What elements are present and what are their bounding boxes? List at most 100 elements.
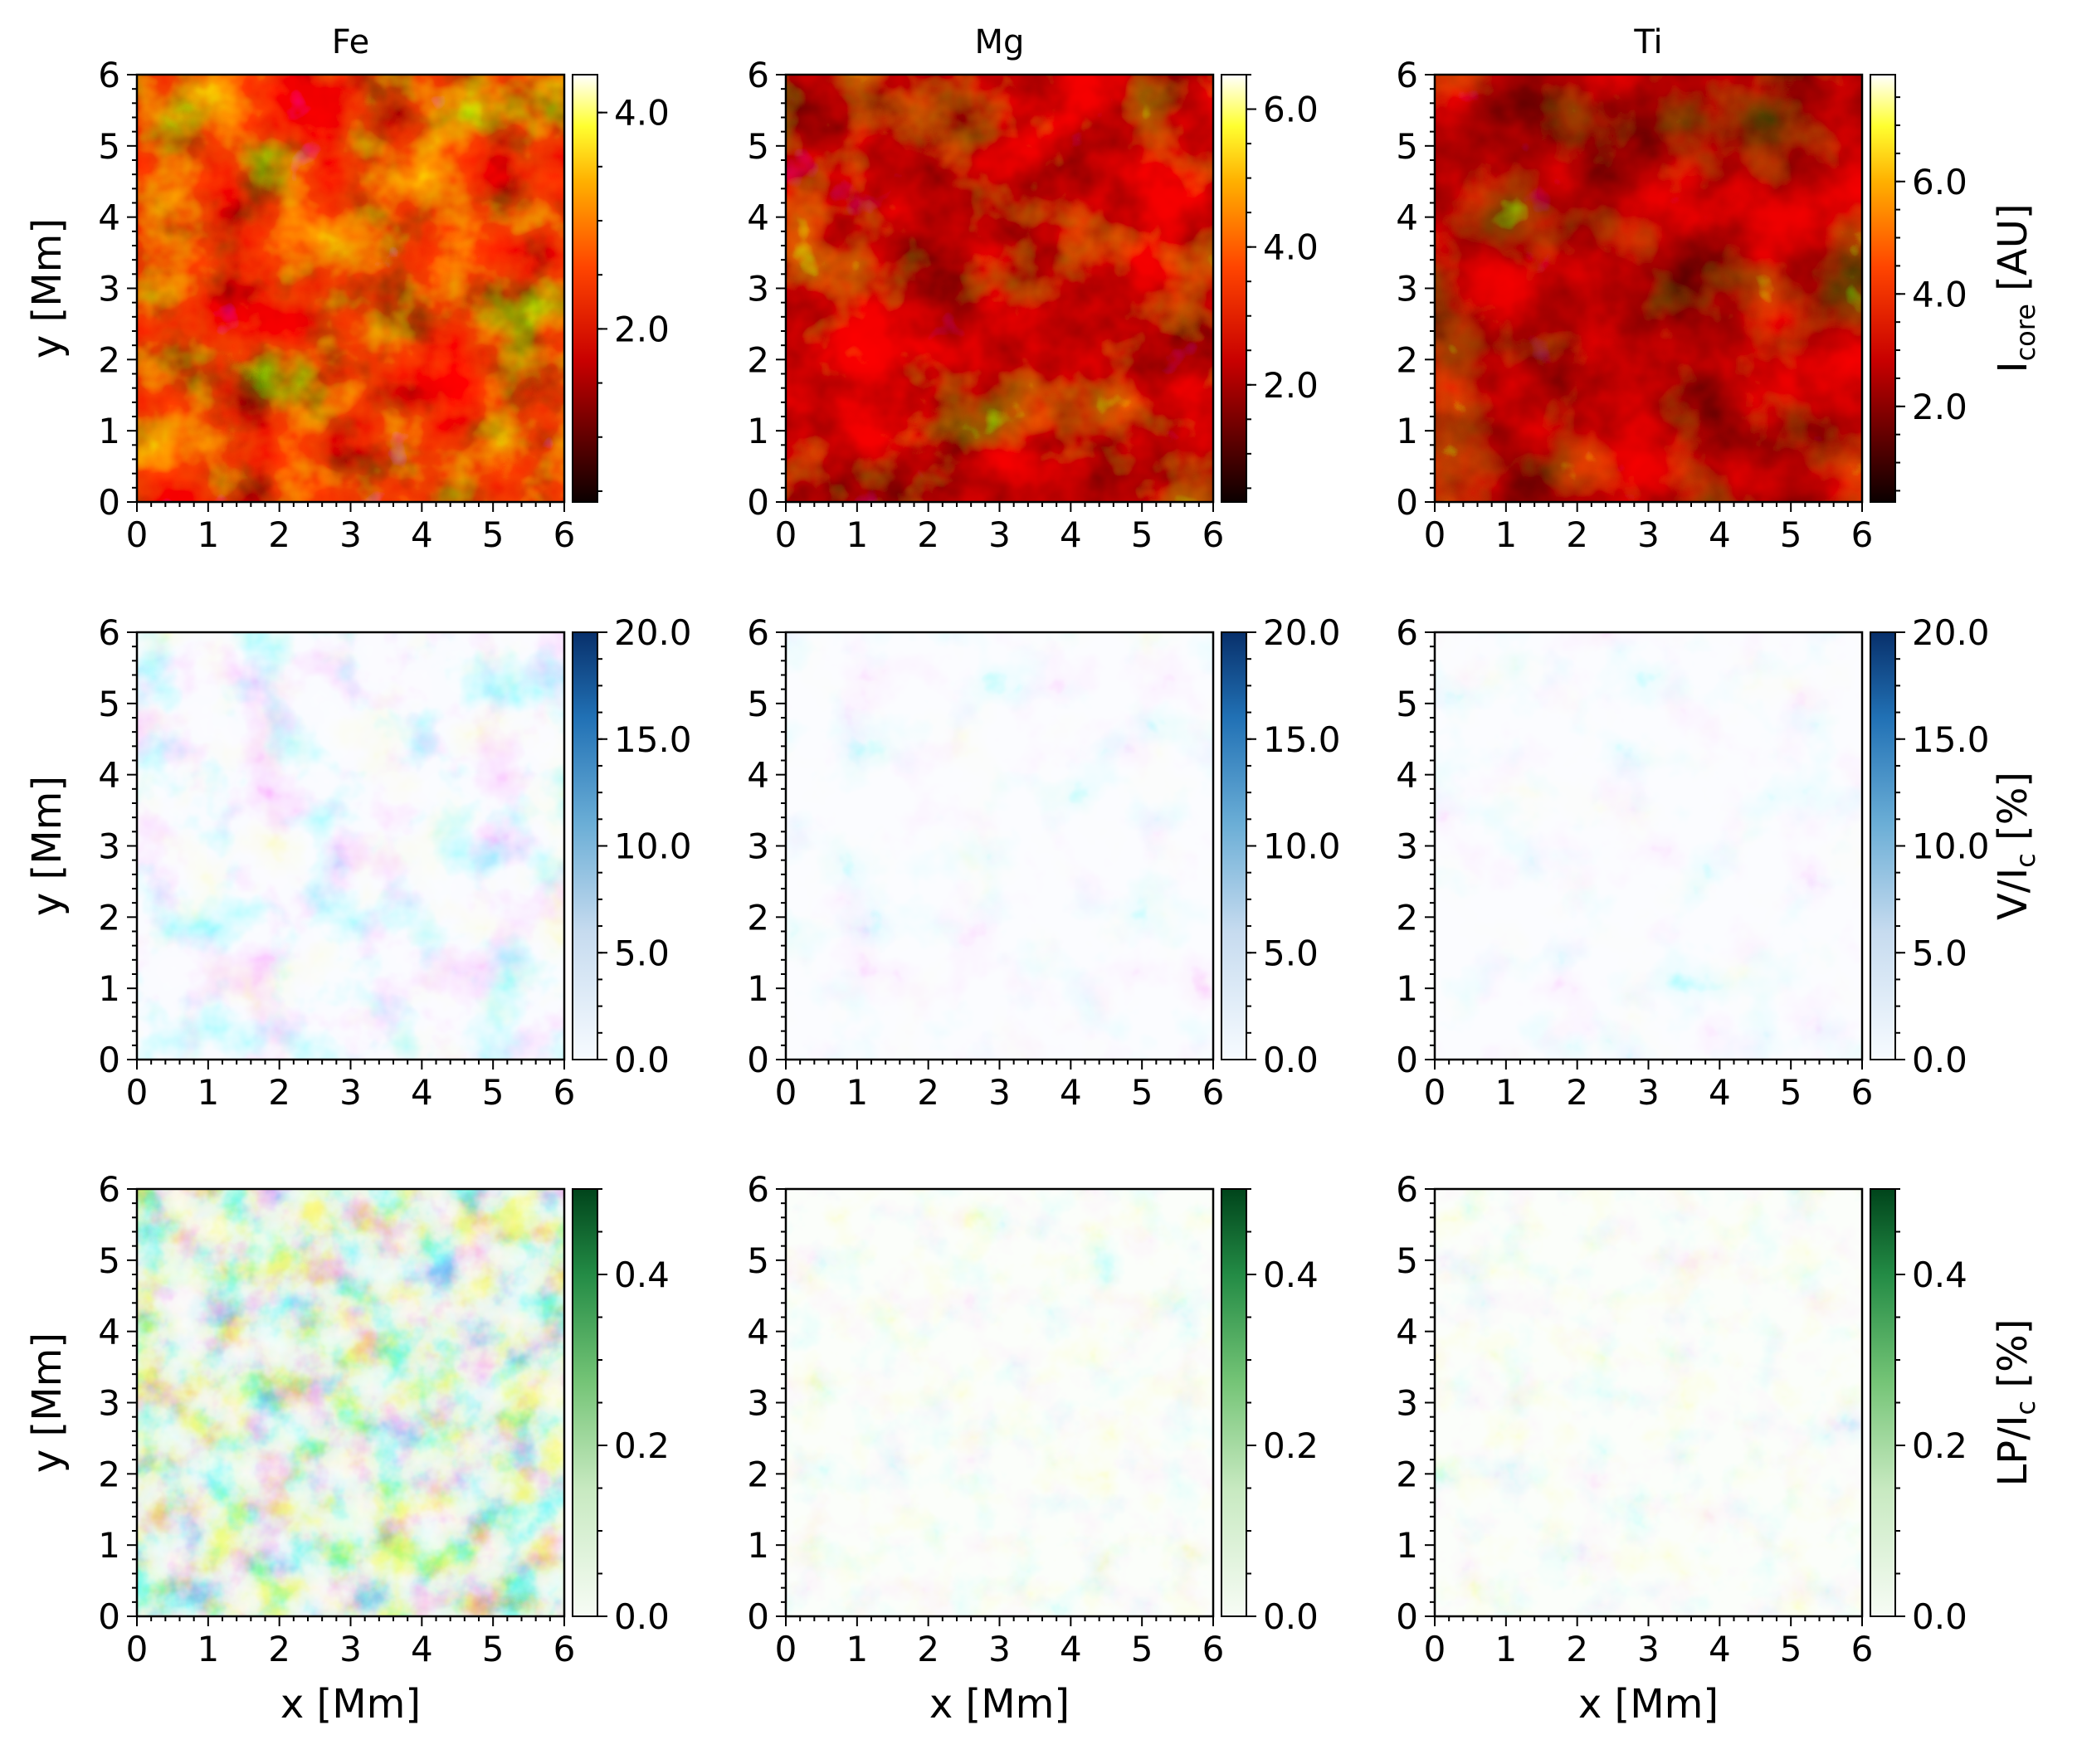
colorbar-label: Icore [AU] [1990, 203, 2041, 373]
y-tick-label: 3 [1396, 826, 1418, 867]
x-tick-label: 6 [1202, 1629, 1225, 1669]
colorbar-label: V/Ic [%] [1990, 772, 2041, 920]
y-tick-label: 4 [747, 197, 769, 238]
x-axis-label: x [Mm] [1578, 1681, 1719, 1727]
x-tick-label: 6 [553, 1629, 576, 1669]
y-axis-label: y [Mm] [24, 1333, 71, 1473]
x-tick-label: 2 [917, 1629, 939, 1669]
y-tick-label: 4 [1396, 197, 1418, 238]
x-tick-label: 6 [1202, 1072, 1225, 1113]
x-tick-label: 1 [846, 514, 868, 555]
x-axis-label: x [Mm] [280, 1681, 421, 1727]
colorbar-tick-label: 10.0 [1912, 826, 1990, 867]
y-tick-label: 3 [1396, 269, 1418, 309]
colorbar [1870, 1188, 1896, 1617]
colorbar-tick-label: 20.0 [1912, 612, 1990, 653]
x-tick-label: 2 [1566, 1072, 1588, 1113]
y-tick-label: 0 [1396, 1040, 1418, 1080]
y-tick-label: 1 [1396, 968, 1418, 1009]
y-tick-label: 4 [1396, 755, 1418, 796]
y-tick-label: 2 [747, 897, 769, 938]
colorbar-tick-label: 0.4 [1263, 1255, 1319, 1295]
x-tick-label: 2 [268, 514, 290, 555]
x-tick-label: 5 [1780, 514, 1802, 555]
y-tick-label: 0 [747, 482, 769, 523]
x-tick-label: 5 [1780, 1072, 1802, 1113]
colorbar [1221, 631, 1247, 1060]
y-tick-label: 6 [98, 612, 120, 653]
x-tick-label: 4 [1060, 1072, 1082, 1113]
x-tick-label: 1 [197, 514, 219, 555]
x-tick-label: 4 [1709, 1072, 1731, 1113]
x-tick-label: 0 [126, 1072, 149, 1113]
colorbar-tick-label: 2.0 [1912, 387, 1967, 427]
y-tick-label: 0 [1396, 482, 1418, 523]
x-tick-label: 3 [988, 514, 1011, 555]
colorbar-tick-label: 10.0 [614, 826, 692, 867]
x-tick-label: 0 [126, 1629, 149, 1669]
x-tick-label: 0 [126, 514, 149, 555]
x-tick-label: 5 [1131, 1629, 1153, 1669]
y-tick-label: 1 [98, 411, 120, 451]
panel-intensity-2: 0 1 2 3 4 5 6 0 1 2 3 4 5 6 Mg 2.0 4.0 6.0 [747, 23, 1319, 555]
y-tick-label: 3 [747, 826, 769, 867]
x-tick-label: 3 [339, 1629, 362, 1669]
x-tick-label: 4 [1060, 514, 1082, 555]
x-tick-label: 0 [775, 514, 797, 555]
panel-linear-polarization-2: 0 1 2 3 4 5 6 0 1 2 3 4 5 6 x [Mm] 0.0 0.2 0.4 [747, 1169, 1319, 1727]
colorbar-tick-label: 15.0 [1263, 719, 1341, 760]
colorbar-tick-label: 20.0 [614, 612, 692, 653]
x-tick-label: 2 [268, 1629, 290, 1669]
y-tick-label: 6 [747, 612, 769, 653]
x-tick-label: 3 [988, 1072, 1011, 1113]
x-tick-label: 6 [553, 1072, 576, 1113]
y-tick-label: 5 [1396, 684, 1418, 724]
y-tick-label: 6 [747, 55, 769, 95]
colorbar [1221, 1188, 1247, 1617]
x-tick-label: 2 [917, 514, 939, 555]
x-tick-label: 5 [1131, 1072, 1153, 1113]
x-tick-label: 5 [482, 514, 505, 555]
x-tick-label: 2 [917, 1072, 939, 1113]
colorbar-tick-label: 20.0 [1263, 612, 1341, 653]
colorbar-tick-label: 5.0 [1912, 933, 1967, 973]
x-tick-label: 0 [1424, 1629, 1446, 1669]
colorbar-tick-label: 2.0 [1263, 365, 1319, 406]
y-tick-label: 3 [98, 826, 120, 867]
y-tick-label: 2 [1396, 339, 1418, 380]
x-tick-label: 0 [1424, 1072, 1446, 1113]
x-tick-label: 4 [411, 1629, 433, 1669]
panel-linear-polarization-3: 0 1 2 3 4 5 6 0 1 2 3 4 5 6 x [Mm] 0.0 0.2 0.4 LP/Ic [%] [1396, 1169, 2041, 1727]
colorbar-tick-label: 0.4 [614, 1255, 670, 1295]
x-tick-label: 0 [1424, 514, 1446, 555]
x-tick-label: 6 [1202, 514, 1225, 555]
y-tick-label: 0 [98, 1040, 120, 1080]
y-tick-label: 5 [98, 126, 120, 167]
colorbar-tick-label: 6.0 [1263, 90, 1319, 130]
y-tick-label: 2 [1396, 1454, 1418, 1494]
panel-linear-polarization-1: 0 1 2 3 4 5 6 0 1 2 3 4 5 6 y [Mm] x [Mm] 0.0 0.2 0.4 [24, 1169, 670, 1727]
y-tick-label: 3 [747, 269, 769, 309]
y-tick-label: 5 [98, 684, 120, 724]
panel-intensity-3: 0 1 2 3 4 5 6 0 1 2 3 4 5 6 Ti 2.0 4.0 6.0 Icore [AU] [1396, 23, 2041, 555]
y-tick-label: 2 [98, 897, 120, 938]
y-tick-label: 0 [747, 1596, 769, 1637]
colorbar [572, 1188, 598, 1617]
y-tick-label: 5 [98, 1240, 120, 1281]
heatmap-image [137, 75, 564, 502]
y-tick-label: 0 [98, 1596, 120, 1637]
y-tick-label: 3 [98, 1383, 120, 1424]
heatmap-image [786, 1189, 1213, 1616]
y-tick-label: 5 [747, 1240, 769, 1281]
colorbar [1221, 74, 1247, 503]
x-tick-label: 6 [1851, 514, 1874, 555]
colorbar-tick-label: 0.2 [1263, 1425, 1319, 1466]
colorbar-tick-label: 6.0 [1912, 162, 1967, 202]
y-tick-label: 5 [747, 684, 769, 724]
colorbar-tick-label: 2.0 [614, 309, 670, 349]
y-tick-label: 3 [747, 1383, 769, 1424]
x-tick-label: 2 [268, 1072, 290, 1113]
y-tick-label: 4 [98, 197, 120, 238]
heatmap-image [1435, 75, 1862, 502]
x-tick-label: 1 [1494, 1072, 1517, 1113]
